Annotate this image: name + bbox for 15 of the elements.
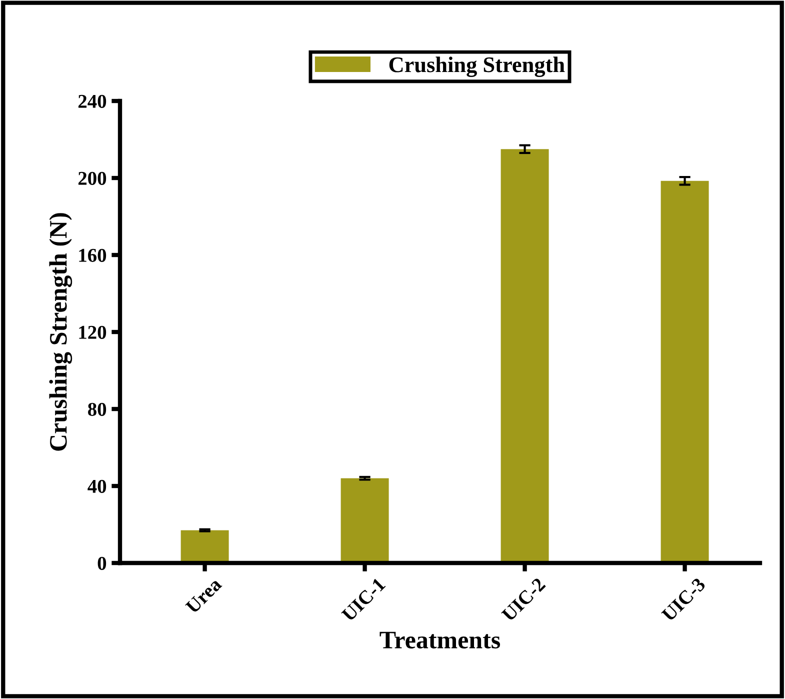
x-axis-title: Treatments <box>380 632 500 648</box>
bar <box>180 530 229 563</box>
bar <box>660 180 709 563</box>
y-tick-label: 0 <box>98 556 106 570</box>
y-tick-label: 80 <box>88 402 106 416</box>
legend-label: Crushing Strength <box>389 56 565 77</box>
y-tick-label: 200 <box>78 172 106 185</box>
bar <box>500 149 549 563</box>
y-axis-title: Crushing Strength (N) <box>49 213 72 451</box>
x-tick-label: Urea <box>185 576 222 614</box>
y-tick-label: 120 <box>79 326 106 339</box>
y-tick-label: 240 <box>78 94 106 108</box>
y-tick-label: 40 <box>88 480 106 493</box>
bar <box>340 478 389 563</box>
y-tick-label: 160 <box>79 248 106 262</box>
